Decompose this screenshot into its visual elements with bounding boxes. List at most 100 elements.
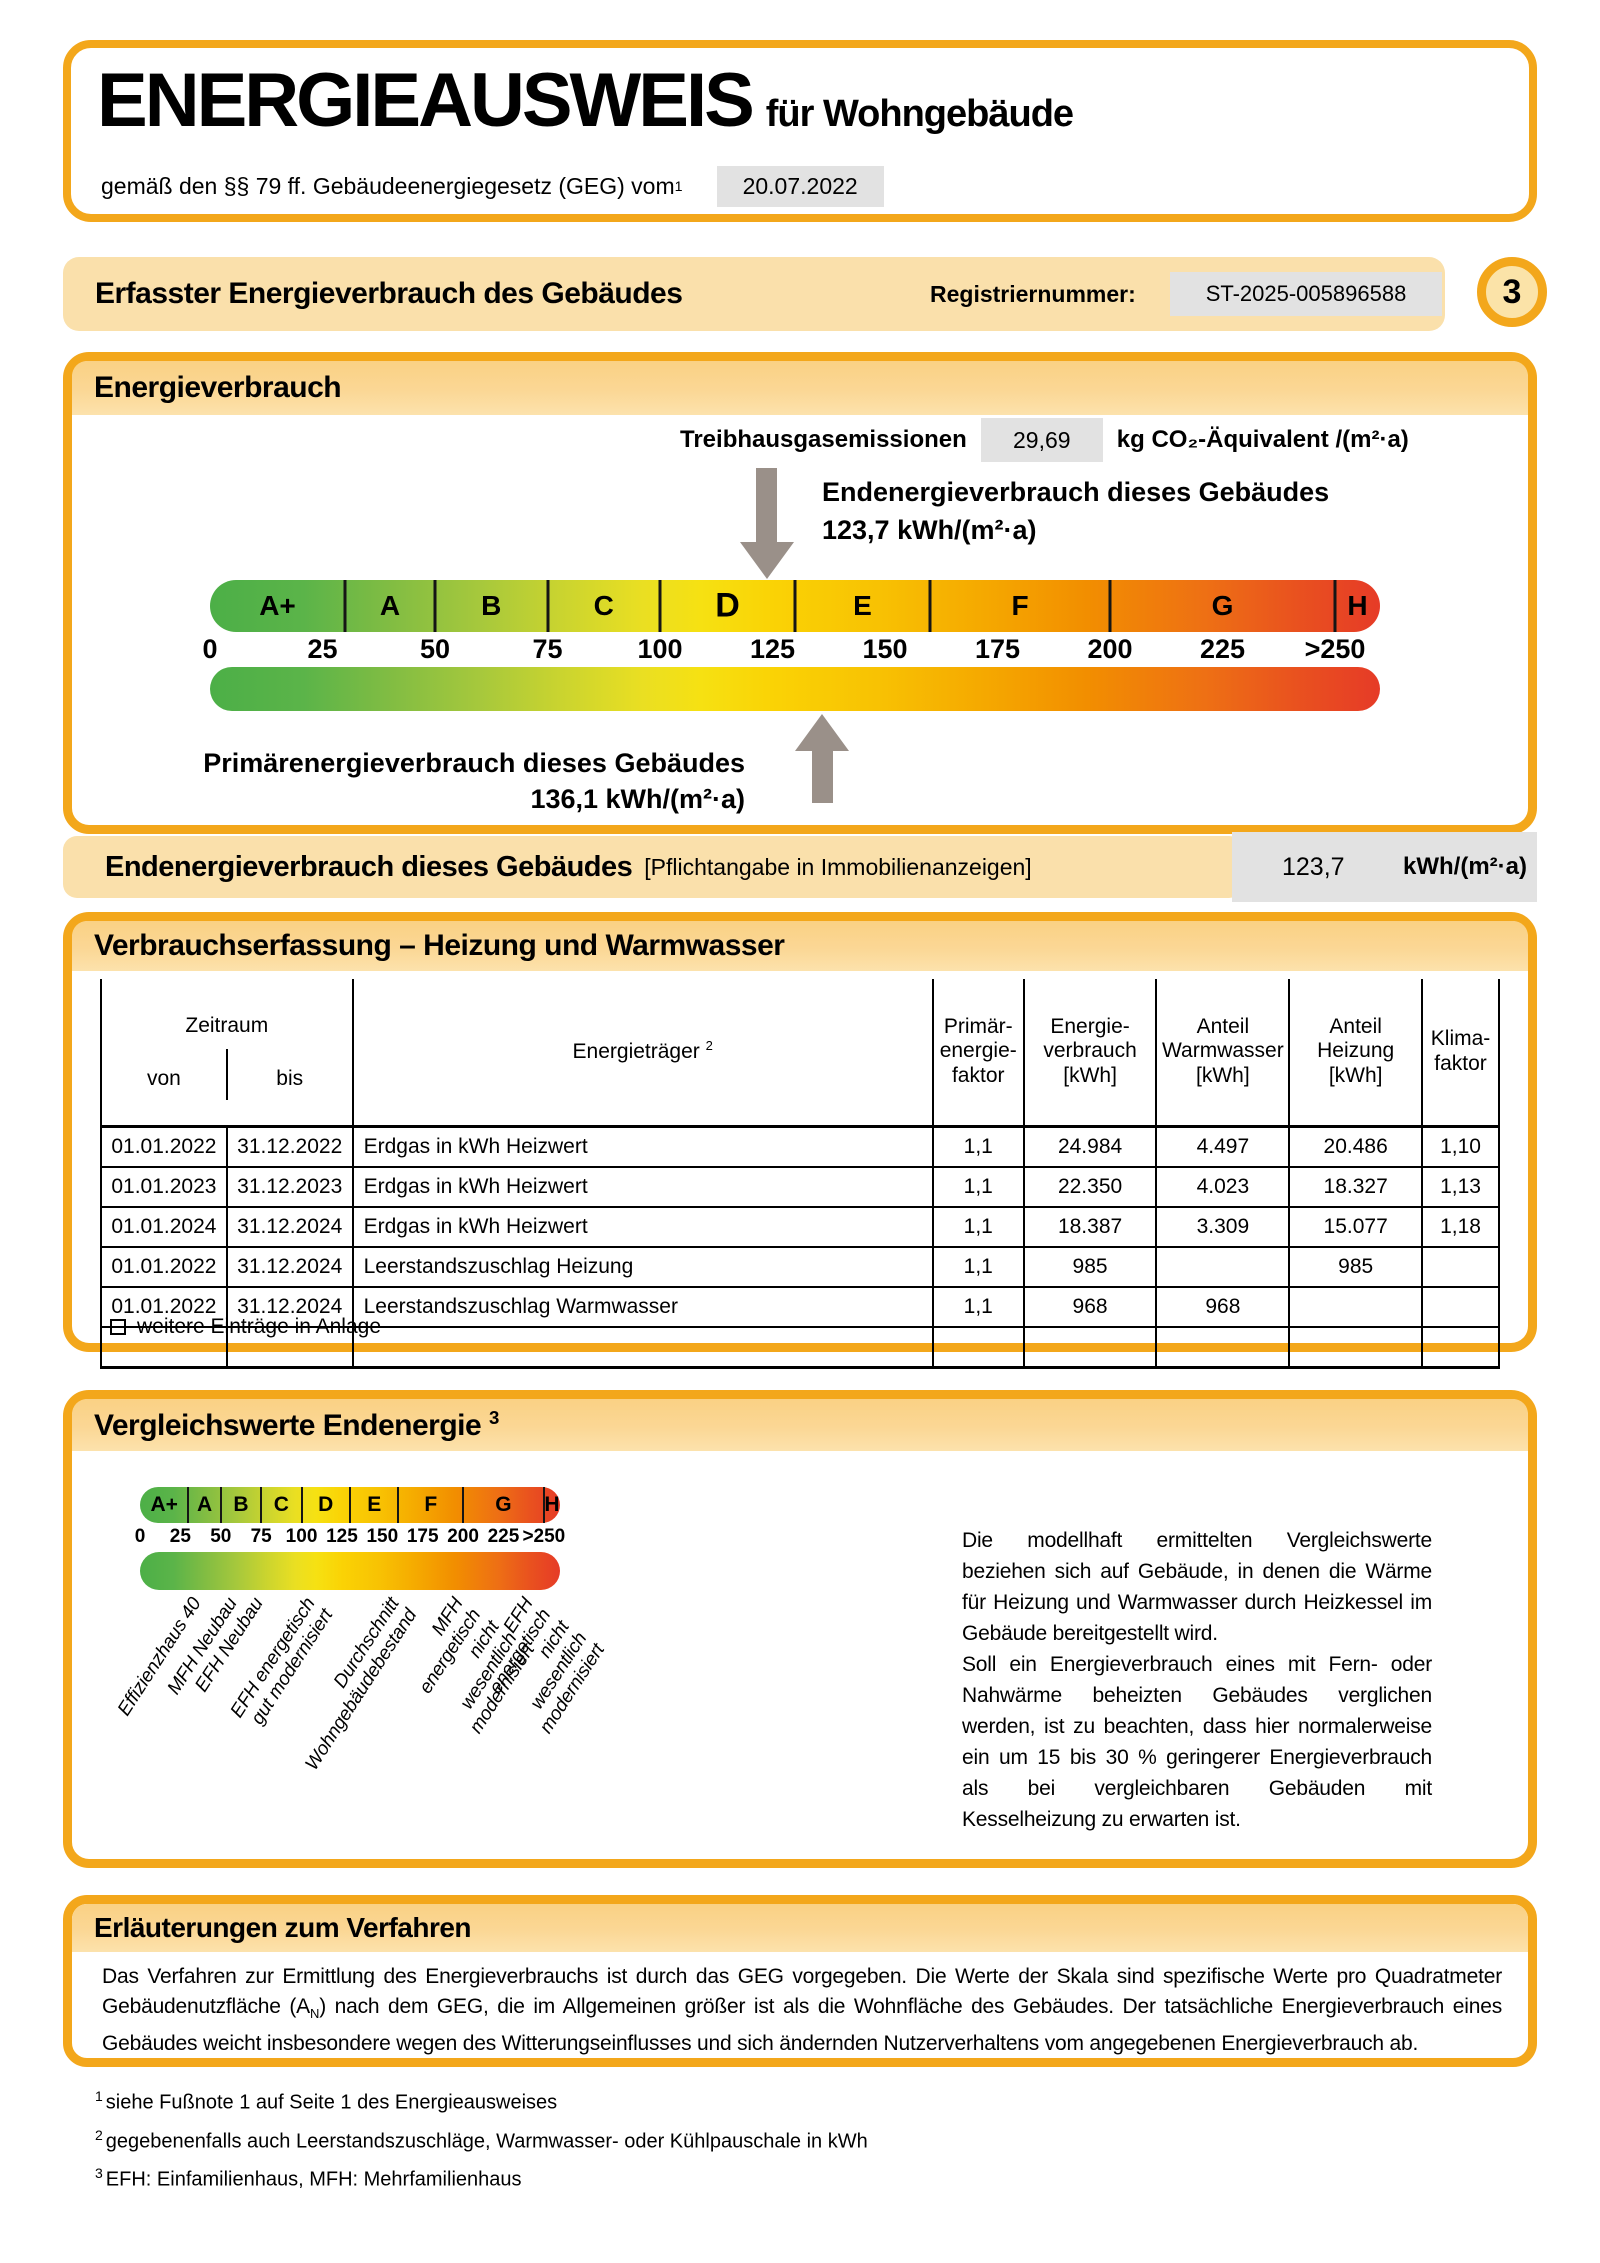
law-date-value: 20.07.2022 (716, 166, 884, 207)
end-energy-band-value: 123,7 (1282, 852, 1345, 881)
table-cell (100, 1325, 228, 1369)
class-divider (928, 580, 932, 632)
document-subtitle: für Wohngebäude (765, 93, 1074, 135)
class-divider (462, 1487, 465, 1523)
scale-tick-175: 175 (974, 634, 1021, 664)
end-energy-band-note: [Pflichtangabe in Immobilienanzeigen] (644, 853, 1032, 880)
table-cell (1155, 1325, 1291, 1369)
energy-class-G: G (495, 1493, 512, 1516)
table-row: 01.01.2024 31.12.2024 Erdgas in kWh Heizwe… (100, 1205, 1500, 1248)
end-energy-band-label: Endenergieverbrauch dieses Gebäudes (105, 850, 633, 883)
comparison-box-header: Vergleichswerte Endenergie 3 (72, 1399, 1528, 1451)
scale-tick-125: 125 (326, 1526, 358, 1547)
scale-tick-225: 225 (487, 1526, 520, 1547)
explanation-box-header: Erläuterungen zum Verfahren (72, 1904, 1528, 1952)
class-divider (219, 1487, 222, 1523)
scale-tick-125: 125 (749, 634, 796, 664)
explanation-box: Erläuterungen zum Verfahren Das Verfahre… (63, 1895, 1537, 2067)
class-divider (260, 1487, 263, 1523)
scale-tick-25: 25 (169, 1526, 191, 1547)
comparison-paragraph: Die modellhaft ermittelten Vergleichswer… (962, 1525, 1432, 1835)
energy-class-A: A (197, 1493, 213, 1516)
table-cell (351, 1325, 934, 1369)
header-energietraeger: Energieträger 2 (351, 979, 934, 1128)
end-energy-label: Endenergieverbrauch dieses Gebäudes (822, 477, 1330, 507)
energy-class-bar: A+ A B C D E F G H (210, 580, 1380, 632)
header-zeitraum-label: Zeitraum (185, 1013, 269, 1037)
energy-class-A+: A+ (150, 1493, 178, 1516)
arrow-head-up-icon (795, 714, 850, 751)
energy-class-A: A (379, 590, 401, 621)
table-cell: Leerstandszuschlag Heizung (351, 1245, 934, 1288)
comparison-box-title: Vergleichswerte Endenergie 3 (94, 1407, 499, 1442)
comparison-labels: Effizienzhaus 40 MFH Neubau EFH Neubau EFH … (114, 1594, 608, 1849)
table-cell: 31.12.2023 (225, 1165, 354, 1208)
more-entries-row: weitere Einträge in Anlage (110, 1315, 381, 1339)
table-cell: Erdgas in kWh Heizwert (351, 1205, 934, 1248)
class-divider (546, 580, 549, 632)
table-cell: 31.12.2024 (225, 1245, 354, 1288)
class-divider (542, 1487, 545, 1523)
law-reference-row: gemäß den §§ 79 ff. Gebäudeenergiegesetz… (101, 166, 884, 207)
registration-number-label: Registriernummer: (930, 280, 1136, 307)
section-title: Erfasster Energieverbrauch des Gebäudes (95, 277, 683, 310)
class-divider (658, 580, 662, 632)
comparison-gradient-bar (140, 1552, 560, 1590)
table-cell: 1,18 (1421, 1205, 1500, 1248)
scale-tick-100: 100 (285, 1526, 318, 1547)
header-von: von (146, 1067, 181, 1090)
more-entries-label: weitere Einträge in Anlage (137, 1315, 381, 1338)
comparison-scale-ticks: 0 25 50 75 100 125 150 175 200 225 >250 (135, 1525, 566, 1549)
title-box: ENERGIEAUSWEIS für Wohngebäude gemäß den… (63, 40, 1537, 222)
scale-tick-200: 200 (1087, 634, 1133, 664)
table-cell (1022, 1325, 1158, 1369)
table-row: 01.01.2022 31.12.2024 Leerstandszuschlag W… (100, 1285, 1500, 1328)
table-cell: 1,1 (931, 1165, 1025, 1208)
header-energieverbrauch: Energie- verbrauch [kWh] (1022, 979, 1158, 1128)
scale-tick->250: >250 (522, 1526, 566, 1547)
energy-class-E: E (853, 590, 872, 621)
explanation-box-title: Erläuterungen zum Verfahren (94, 1912, 472, 1943)
table-cell: Leerstandszuschlag Warmwasser (351, 1285, 934, 1328)
energy-class-B: B (233, 1493, 249, 1516)
end-energy-band: Endenergieverbrauch dieses Gebäudes [Pfl… (63, 836, 1243, 898)
energy-class-F: F (424, 1493, 438, 1516)
table-cell: Erdgas in kWh Heizwert (351, 1165, 934, 1208)
comparison-class-bar: A+ A B C D E F G H (140, 1487, 560, 1523)
primary-energy-arrow-layer (210, 713, 1380, 803)
class-divider (343, 580, 347, 632)
table-row: 01.01.2022 31.12.2024 Leerstandszuschlag H… (100, 1245, 1500, 1288)
ghg-value: 29,69 (980, 418, 1103, 462)
arrow-shaft (756, 468, 778, 542)
gradient-bar (210, 667, 1380, 711)
table-cell (931, 1325, 1025, 1369)
table-cell: 24.984 (1022, 1125, 1158, 1168)
table-cell: 1,13 (1421, 1165, 1500, 1208)
end-energy-band-unit: kWh/(m²·a) (1403, 853, 1527, 880)
primary-energy-label: Primärenergieverbrauch dieses Gebäudes (203, 748, 745, 778)
table-cell: 985 (1288, 1245, 1424, 1288)
more-entries-checkbox[interactable] (110, 1319, 126, 1335)
table-cell: 01.01.2022 (100, 1125, 228, 1168)
consumption-table-box: Verbrauchserfassung – Heizung und Warmwa… (63, 912, 1537, 1369)
energy-box-title: Energieverbrauch (94, 371, 342, 404)
scale-ticks: 0 25 50 75 100 125 150 175 200 225 >250 (202, 634, 1380, 664)
header-zeitraum: Zeitraum von bis (100, 979, 354, 1128)
energy-class-B: B (481, 590, 502, 621)
table-cell: 31.12.2024 (225, 1285, 354, 1328)
explanation-paragraph: Das Verfahren zur Ermittlung des Energie… (102, 1965, 1502, 2056)
section-header-band: Erfasster Energieverbrauch des Gebäudes … (63, 257, 1445, 331)
end-energy-callout: Endenergieverbrauch dieses Gebäudes 123,… (822, 473, 1329, 549)
table-cell (1288, 1325, 1424, 1369)
table-cell: 968 (1022, 1285, 1158, 1328)
header-anteil-heizung: Anteil Heizung [kWh] (1288, 979, 1424, 1128)
table-cell (1155, 1245, 1291, 1288)
consumption-table: Zeitraum von bis Energieträger 2 Primär-… (100, 979, 1500, 1369)
table-cell: 1,1 (931, 1205, 1025, 1248)
table-cell: 01.01.2022 (100, 1245, 228, 1288)
table-cell: 1,1 (931, 1285, 1025, 1328)
end-energy-arrow-layer (210, 467, 1380, 580)
footnote-line: 2 gegebenenfalls auch Leerstandszuschläge… (95, 2126, 868, 2153)
header-anteil-warmwasser: Anteil Warmwasser [kWh] (1155, 979, 1291, 1128)
scale-tick-75: 75 (250, 1526, 272, 1547)
